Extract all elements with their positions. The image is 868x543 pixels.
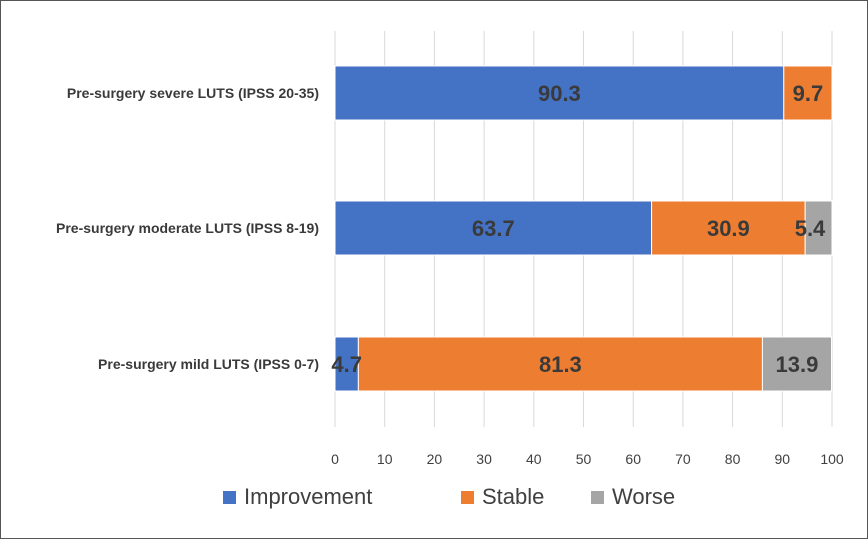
x-tick-label-50: 50: [576, 451, 592, 467]
x-tick-label-100: 100: [820, 451, 844, 467]
category-label: Pre-surgery mild LUTS (IPSS 0-7): [98, 356, 319, 372]
x-tick-label-70: 70: [675, 451, 691, 467]
category-label: Pre-surgery severe LUTS (IPSS 20-35): [67, 85, 319, 101]
legend-label-improvement: Improvement: [244, 484, 372, 509]
bar-segment-stable: [651, 200, 806, 256]
data-label: 13.9: [776, 352, 819, 377]
x-axis-tick-labels: 0 10 20 30 40 50 60 70 80 90 100: [331, 451, 844, 467]
data-label: 5.4: [795, 216, 826, 241]
x-tick-label-20: 20: [427, 451, 443, 467]
legend-swatch-improvement: [223, 491, 236, 504]
bar-segment-stable: [357, 336, 763, 392]
x-tick-label-80: 80: [725, 451, 741, 467]
bar-segment-worse: [761, 336, 833, 392]
data-label: 4.7: [331, 352, 362, 377]
data-label: 30.9: [707, 216, 750, 241]
bar-segment-worse: [804, 200, 833, 256]
legend-label-worse: Worse: [612, 484, 675, 509]
x-tick-label-10: 10: [377, 451, 393, 467]
bar-segment-stable: [783, 65, 833, 121]
bar-segment-improvement: [334, 200, 653, 256]
x-tick-label-30: 30: [476, 451, 492, 467]
data-label: 90.3: [538, 81, 581, 106]
data-label: 9.7: [793, 81, 824, 106]
data-label: 63.7: [472, 216, 515, 241]
category-label: Pre-surgery moderate LUTS (IPSS 8-19): [56, 220, 319, 236]
data-label: 81.3: [539, 352, 582, 377]
legend: Improvement Stable Worse: [223, 484, 675, 509]
legend-swatch-worse: [591, 491, 604, 504]
category-labels: Pre-surgery severe LUTS (IPSS 20-35) Pre-…: [56, 85, 319, 372]
x-tick-label-60: 60: [625, 451, 641, 467]
legend-label-stable: Stable: [482, 484, 544, 509]
legend-swatch-stable: [461, 491, 474, 504]
bar-segment-improvement: [334, 65, 785, 121]
data-labels: 90.3 9.7 63.7 30.9 5.4 4.7 81.3 13.9: [331, 81, 826, 377]
x-tick-label-90: 90: [775, 451, 791, 467]
x-tick-label-40: 40: [526, 451, 542, 467]
bars: [334, 65, 833, 392]
x-tick-label-0: 0: [331, 451, 339, 467]
